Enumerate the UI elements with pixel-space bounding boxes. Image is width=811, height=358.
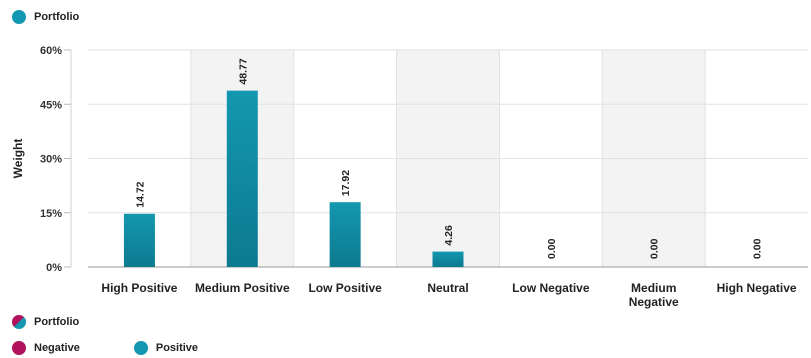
data-label: 48.77	[237, 58, 249, 84]
data-label: 0.00	[649, 238, 661, 259]
legend-label-negative: Negative	[34, 342, 80, 354]
data-label: 0.00	[546, 238, 558, 259]
y-tick-label: 0%	[46, 262, 62, 274]
legend-label-portfolio: Portfolio	[34, 11, 80, 23]
negative-legend-marker	[12, 341, 26, 355]
y-tick-label: 60%	[40, 45, 62, 57]
legend-bottom-portfolio: Portfolio	[12, 315, 133, 329]
x-tick-label: Low Negative	[512, 281, 590, 295]
data-label: 17.92	[340, 170, 352, 196]
legend-top: Portfolio	[12, 10, 133, 24]
x-tick-label: Neutral	[427, 281, 468, 295]
x-tick-label: Medium	[631, 281, 676, 295]
bar-low-positive	[329, 202, 361, 267]
portfolio-split-marker	[12, 315, 26, 329]
x-tick-label: High Positive	[101, 281, 177, 295]
x-tick-label: Negative	[629, 295, 679, 309]
portfolio-legend-marker	[12, 10, 26, 24]
y-axis-title: Weight	[11, 139, 25, 179]
data-label: 4.26	[443, 225, 455, 246]
positive-legend-marker	[133, 341, 148, 355]
data-label: 0.00	[752, 238, 764, 259]
legend-item-portfolio[interactable]: Portfolio	[12, 10, 79, 24]
x-tick-label: Low Positive	[308, 281, 382, 295]
y-tick-label: 30%	[40, 154, 62, 166]
bar-neutral	[432, 251, 464, 267]
bar-high-positive	[123, 213, 155, 267]
x-tick-label: Medium Positive	[195, 281, 290, 295]
legend-label-positive: Positive	[155, 342, 199, 354]
y-tick-label: 15%	[40, 208, 62, 220]
y-tick-label: 45%	[40, 99, 62, 111]
legend-item-negative[interactable]: Negative	[12, 341, 80, 355]
legend-label-portfolio-split: Portfolio	[34, 316, 80, 328]
legend-item-portfolio-split[interactable]: Portfolio	[12, 315, 79, 329]
data-label: 14.72	[134, 181, 146, 207]
legend-item-positive[interactable]: Positive	[133, 341, 199, 355]
bar-medium-positive	[226, 90, 258, 267]
legend-bottom-sentiment: Negative Positive	[12, 341, 252, 355]
x-tick-label: High Negative	[717, 281, 797, 295]
